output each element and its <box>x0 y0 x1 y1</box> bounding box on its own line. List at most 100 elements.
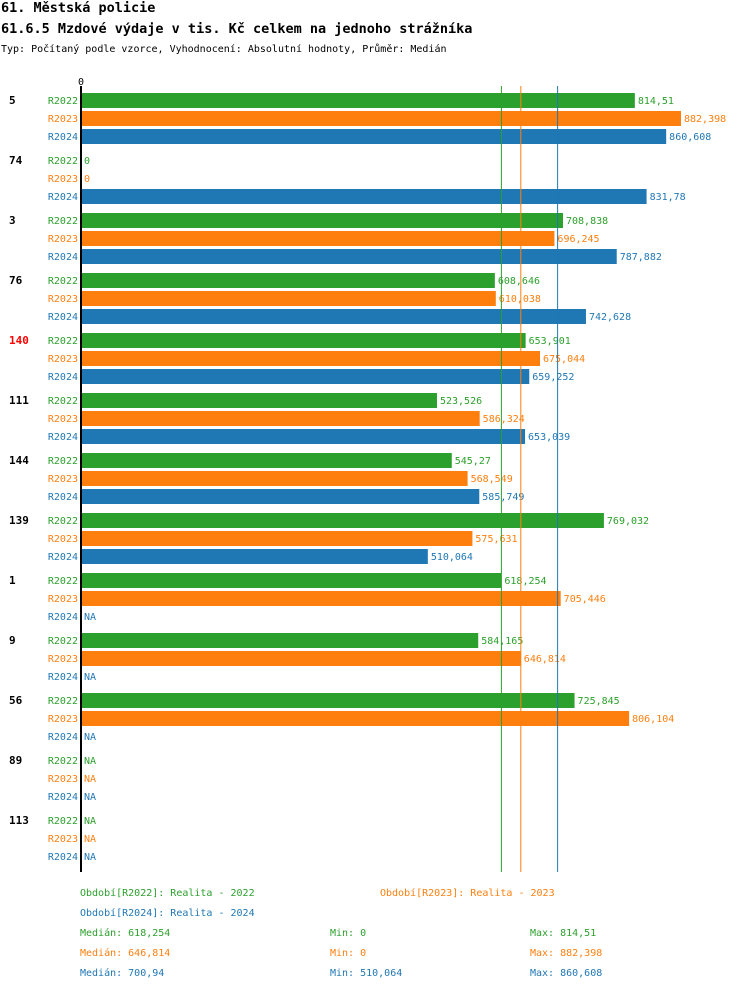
bar-r2024 <box>81 429 526 444</box>
value-label: 584,165 <box>481 636 523 647</box>
value-label: 696,245 <box>557 234 599 245</box>
series-label: R2023 <box>48 294 78 305</box>
series-label: R2023 <box>48 114 78 125</box>
value-label: 585,749 <box>482 492 524 503</box>
bar-r2023 <box>81 471 468 486</box>
series-label: R2023 <box>48 774 78 785</box>
legend-median-2023: Medián: 646,814 <box>80 948 171 959</box>
legend-median-2024: Medián: 700,94 <box>80 968 165 979</box>
value-label: 806,104 <box>632 714 674 725</box>
value-label: 705,446 <box>564 594 606 605</box>
value-label: NA <box>84 756 96 767</box>
value-label: 618,254 <box>504 576 546 587</box>
series-label: R2024 <box>48 252 78 263</box>
series-label: R2022 <box>48 516 78 527</box>
group-label: 139 <box>9 514 29 527</box>
value-label: 653,901 <box>529 336 571 347</box>
value-label: 0 <box>84 156 90 167</box>
value-label: NA <box>84 852 96 863</box>
series-label: R2023 <box>48 654 78 665</box>
series-label: R2022 <box>48 696 78 707</box>
series-label: R2022 <box>48 96 78 107</box>
series-label: R2022 <box>48 816 78 827</box>
bar-r2022 <box>81 393 437 408</box>
value-label: 608,646 <box>498 276 540 287</box>
series-label: R2023 <box>48 354 78 365</box>
value-label: 523,526 <box>440 396 482 407</box>
series-label: R2023 <box>48 474 78 485</box>
bar-r2024 <box>81 249 617 264</box>
group-label: 56 <box>9 694 23 707</box>
value-label: 787,882 <box>620 252 662 263</box>
series-label: R2023 <box>48 234 78 245</box>
group-label: 144 <box>9 454 29 467</box>
series-label: R2023 <box>48 714 78 725</box>
value-label: 0 <box>84 174 90 185</box>
value-label: 545,27 <box>455 456 491 467</box>
legend-max-2022: Max: 814,51 <box>530 928 597 939</box>
series-label: R2022 <box>48 636 78 647</box>
series-label: R2023 <box>48 414 78 425</box>
value-label: 860,608 <box>669 132 711 143</box>
bar-r2024 <box>81 369 530 384</box>
bar-r2022 <box>81 453 452 468</box>
chart-info: Typ: Počítaný podle vzorce, Vyhodnocení:… <box>1 44 447 55</box>
group-label: 111 <box>9 394 29 407</box>
bar-r2022 <box>81 693 575 708</box>
value-label: 510,064 <box>431 552 473 563</box>
bar-r2024 <box>81 309 586 324</box>
group-label: 140 <box>9 334 29 347</box>
page-title: 61. Městská policie <box>1 0 156 16</box>
value-label: 882,398 <box>684 114 726 125</box>
series-label: R2024 <box>48 432 78 443</box>
group-label: 1 <box>9 574 16 587</box>
series-label: R2022 <box>48 276 78 287</box>
series-label: R2022 <box>48 216 78 227</box>
bar-r2022 <box>81 213 563 228</box>
bar-r2024 <box>81 549 428 564</box>
legend-max-2023: Max: 882,398 <box>530 948 603 959</box>
group-label: 9 <box>9 634 16 647</box>
bar-r2022 <box>81 333 526 348</box>
value-label: 675,044 <box>543 354 585 365</box>
series-label: R2022 <box>48 756 78 767</box>
value-label: 610,038 <box>499 294 541 305</box>
legend-min-2022: Min: 0 <box>330 928 367 939</box>
value-label: NA <box>84 732 96 743</box>
legend-median-2022: Medián: 618,254 <box>80 928 171 939</box>
series-label: R2022 <box>48 336 78 347</box>
value-label: 575,631 <box>475 534 517 545</box>
series-label: R2022 <box>48 456 78 467</box>
series-label: R2024 <box>48 552 78 563</box>
bar-r2023 <box>81 531 473 546</box>
bar-chart: 0 5 R2022 814,51 R2023 882,398 R2024 860,608 74 R… <box>9 77 726 872</box>
group-label: 5 <box>9 94 16 107</box>
bar-r2022 <box>81 573 502 588</box>
bar-r2022 <box>81 633 479 648</box>
series-label: R2024 <box>48 192 78 203</box>
bar-r2022 <box>81 93 635 108</box>
value-label: 742,628 <box>589 312 631 323</box>
group-label: 3 <box>9 214 16 227</box>
series-label: R2024 <box>48 372 78 383</box>
series-label: R2022 <box>48 156 78 167</box>
group-label: 76 <box>9 274 23 287</box>
series-label: R2024 <box>48 312 78 323</box>
legend-period-2024: Období[R2024]: Realita - 2024 <box>80 908 255 919</box>
value-label: 831,78 <box>650 192 686 203</box>
bar-r2023 <box>81 111 681 126</box>
series-label: R2024 <box>48 612 78 623</box>
bar-r2024 <box>81 489 480 504</box>
bar-r2023 <box>81 351 541 366</box>
bar-r2022 <box>81 273 495 288</box>
value-label: NA <box>84 792 96 803</box>
bar-r2023 <box>81 411 480 426</box>
legend-min-2024: Min: 510,064 <box>330 968 403 979</box>
bar-r2023 <box>81 291 496 306</box>
series-label: R2024 <box>48 852 78 863</box>
group-label: 74 <box>9 154 23 167</box>
legend-min-2023: Min: 0 <box>330 948 367 959</box>
value-label: NA <box>84 612 96 623</box>
bar-r2022 <box>81 513 604 528</box>
value-label: 769,032 <box>607 516 649 527</box>
